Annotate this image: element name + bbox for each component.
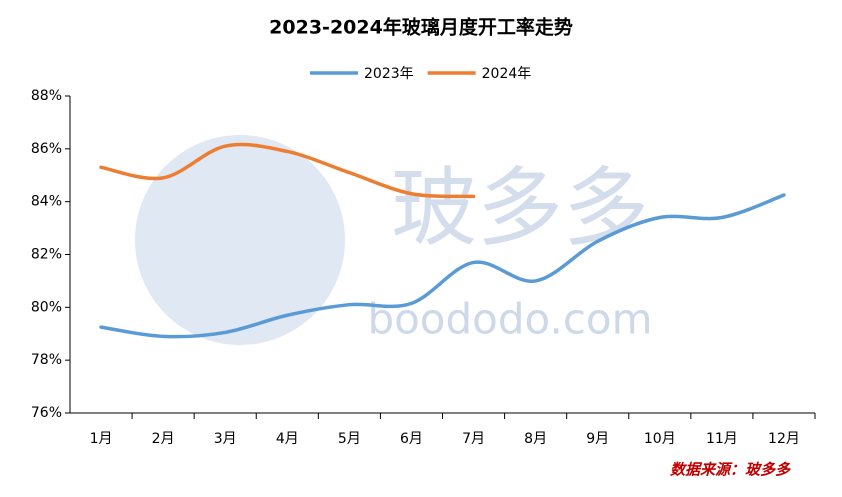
series-line — [99, 193, 786, 339]
chart-title: 2023-2024年玻璃月度开工率走势 — [269, 16, 573, 39]
y-tick-label: 82% — [31, 247, 62, 263]
x-tick-label: 2月 — [152, 431, 175, 447]
y-tick-label: 88% — [31, 88, 62, 104]
y-tick-label: 84% — [31, 194, 62, 210]
watermark-logo — [135, 135, 345, 345]
watermark-text: 玻多多 — [391, 159, 649, 259]
y-tick-label: 80% — [31, 299, 62, 315]
x-tick-label: 4月 — [276, 431, 299, 447]
x-tick-label: 1月 — [90, 431, 113, 447]
y-tick-label: 76% — [31, 405, 62, 421]
x-tick-label: 3月 — [214, 431, 237, 447]
watermark-url: boododo.com — [367, 295, 652, 344]
legend-label: 2024年 — [482, 66, 532, 82]
x-tick-label: 5月 — [338, 431, 361, 447]
source-note: 数据来源：玻多多 — [670, 461, 791, 479]
x-tick-label: 8月 — [524, 431, 547, 447]
legend-label: 2023年 — [364, 66, 414, 82]
x-tick-label: 7月 — [462, 431, 485, 447]
x-tick-label: 6月 — [400, 431, 423, 447]
series-line — [99, 142, 476, 199]
y-tick-label: 86% — [31, 141, 62, 157]
y-tick-label: 78% — [31, 352, 62, 368]
x-tick-label: 9月 — [586, 431, 609, 447]
x-tick-label: 10月 — [644, 431, 676, 447]
x-tick-label: 11月 — [706, 431, 738, 447]
x-tick-label: 12月 — [768, 431, 800, 447]
